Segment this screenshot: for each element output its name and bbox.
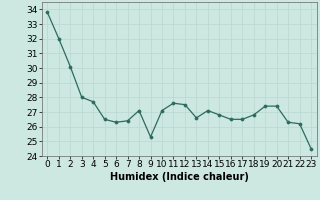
X-axis label: Humidex (Indice chaleur): Humidex (Indice chaleur) [110, 172, 249, 182]
